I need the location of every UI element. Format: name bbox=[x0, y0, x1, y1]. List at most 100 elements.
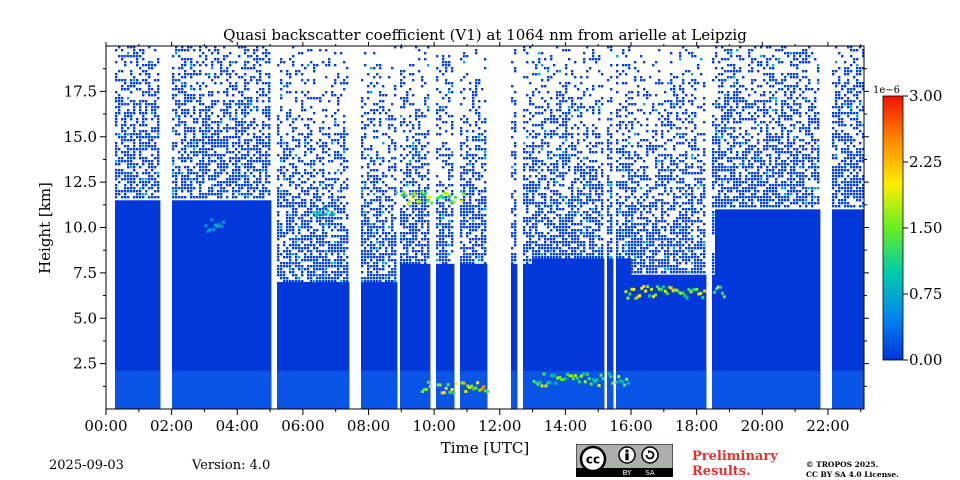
noise-pixel bbox=[220, 109, 223, 112]
noise-pixel bbox=[343, 211, 346, 214]
heatmap-column bbox=[184, 200, 188, 409]
noise-pixel bbox=[391, 157, 394, 160]
noise-pixel bbox=[637, 262, 640, 265]
noise-pixel bbox=[607, 232, 610, 235]
heatmap-column bbox=[625, 258, 629, 409]
noise-pixel bbox=[289, 73, 292, 76]
noise-pixel bbox=[625, 166, 628, 169]
noise-pixel bbox=[190, 172, 193, 175]
boundary-layer-column bbox=[340, 370, 344, 409]
noise-pixel bbox=[286, 205, 289, 208]
noise-pixel bbox=[634, 133, 637, 136]
noise-pixel bbox=[592, 217, 595, 220]
noise-pixel bbox=[634, 154, 637, 157]
noise-pixel bbox=[139, 124, 142, 127]
noise-pixel bbox=[121, 97, 124, 100]
noise-pixel bbox=[385, 253, 388, 256]
noise-pixel bbox=[610, 187, 613, 190]
noise-pixel bbox=[154, 136, 157, 139]
noise-pixel bbox=[460, 133, 463, 136]
noise-pixel bbox=[250, 67, 253, 70]
noise-pixel bbox=[172, 169, 175, 172]
noise-pixel bbox=[325, 145, 328, 148]
noise-pixel bbox=[313, 121, 316, 124]
noise-pixel bbox=[250, 157, 253, 160]
noise-pixel bbox=[538, 235, 541, 238]
noise-pixel bbox=[589, 169, 592, 172]
noise-pixel bbox=[304, 253, 307, 256]
noise-pixel bbox=[124, 103, 127, 106]
noise-pixel bbox=[313, 160, 316, 163]
noise-pixel bbox=[595, 190, 598, 193]
noise-pixel bbox=[343, 169, 346, 172]
noise-pixel bbox=[382, 220, 385, 223]
noise-pixel bbox=[220, 190, 223, 193]
noise-pixel bbox=[115, 145, 118, 148]
noise-pixel bbox=[409, 190, 412, 193]
noise-pixel bbox=[556, 214, 559, 217]
noise-pixel bbox=[589, 151, 592, 154]
noise-pixel bbox=[256, 109, 259, 112]
noise-pixel bbox=[367, 238, 370, 241]
noise-pixel bbox=[307, 127, 310, 130]
noise-pixel bbox=[484, 100, 487, 103]
noise-pixel bbox=[460, 154, 463, 157]
noise-pixel bbox=[199, 181, 202, 184]
noise-pixel bbox=[448, 253, 451, 256]
noise-pixel bbox=[541, 178, 544, 181]
noise-pixel bbox=[319, 253, 322, 256]
noise-pixel bbox=[175, 145, 178, 148]
noise-pixel bbox=[310, 217, 313, 220]
noise-pixel bbox=[193, 130, 196, 133]
noise-pixel bbox=[172, 76, 175, 79]
noise-pixel bbox=[217, 115, 220, 118]
noise-pixel bbox=[148, 103, 151, 106]
noise-pixel bbox=[334, 82, 337, 85]
noise-pixel bbox=[592, 235, 595, 238]
noise-pixel bbox=[523, 250, 526, 253]
noise-pixel bbox=[181, 184, 184, 187]
noise-pixel bbox=[481, 247, 484, 250]
heatmap-column bbox=[148, 200, 152, 409]
noise-pixel bbox=[376, 208, 379, 211]
noise-pixel bbox=[220, 154, 223, 157]
noise-pixel bbox=[370, 160, 373, 163]
noise-pixel bbox=[601, 103, 604, 106]
noise-pixel bbox=[127, 181, 130, 184]
noise-pixel bbox=[451, 214, 454, 217]
noise-pixel bbox=[574, 76, 577, 79]
noise-pixel bbox=[133, 181, 136, 184]
noise-pixel bbox=[637, 94, 640, 97]
noise-pixel bbox=[625, 181, 628, 184]
noise-pixel bbox=[172, 130, 175, 133]
heatmap-column bbox=[556, 258, 560, 409]
noise-pixel bbox=[394, 145, 397, 148]
noise-pixel bbox=[556, 235, 559, 238]
noise-pixel bbox=[184, 130, 187, 133]
noise-pixel bbox=[244, 181, 247, 184]
noise-pixel bbox=[628, 205, 631, 208]
noise-pixel bbox=[526, 187, 529, 190]
noise-pixel bbox=[367, 223, 370, 226]
noise-pixel bbox=[223, 169, 226, 172]
boundary-layer-column bbox=[286, 370, 290, 409]
noise-pixel bbox=[409, 151, 412, 154]
noise-pixel bbox=[547, 184, 550, 187]
noise-pixel bbox=[448, 229, 451, 232]
noise-pixel bbox=[343, 151, 346, 154]
noise-pixel bbox=[415, 133, 418, 136]
noise-pixel bbox=[628, 187, 631, 190]
noise-pixel bbox=[256, 142, 259, 145]
heatmap-column bbox=[238, 200, 242, 409]
noise-pixel bbox=[523, 157, 526, 160]
noise-pixel bbox=[211, 145, 214, 148]
noise-pixel bbox=[535, 211, 538, 214]
noise-pixel bbox=[379, 274, 382, 277]
noise-pixel bbox=[589, 238, 592, 241]
noise-pixel bbox=[580, 181, 583, 184]
noise-pixel bbox=[337, 247, 340, 250]
noise-pixel bbox=[124, 154, 127, 157]
noise-pixel bbox=[175, 100, 178, 103]
noise-pixel bbox=[334, 235, 337, 238]
heatmap-column bbox=[463, 263, 467, 409]
